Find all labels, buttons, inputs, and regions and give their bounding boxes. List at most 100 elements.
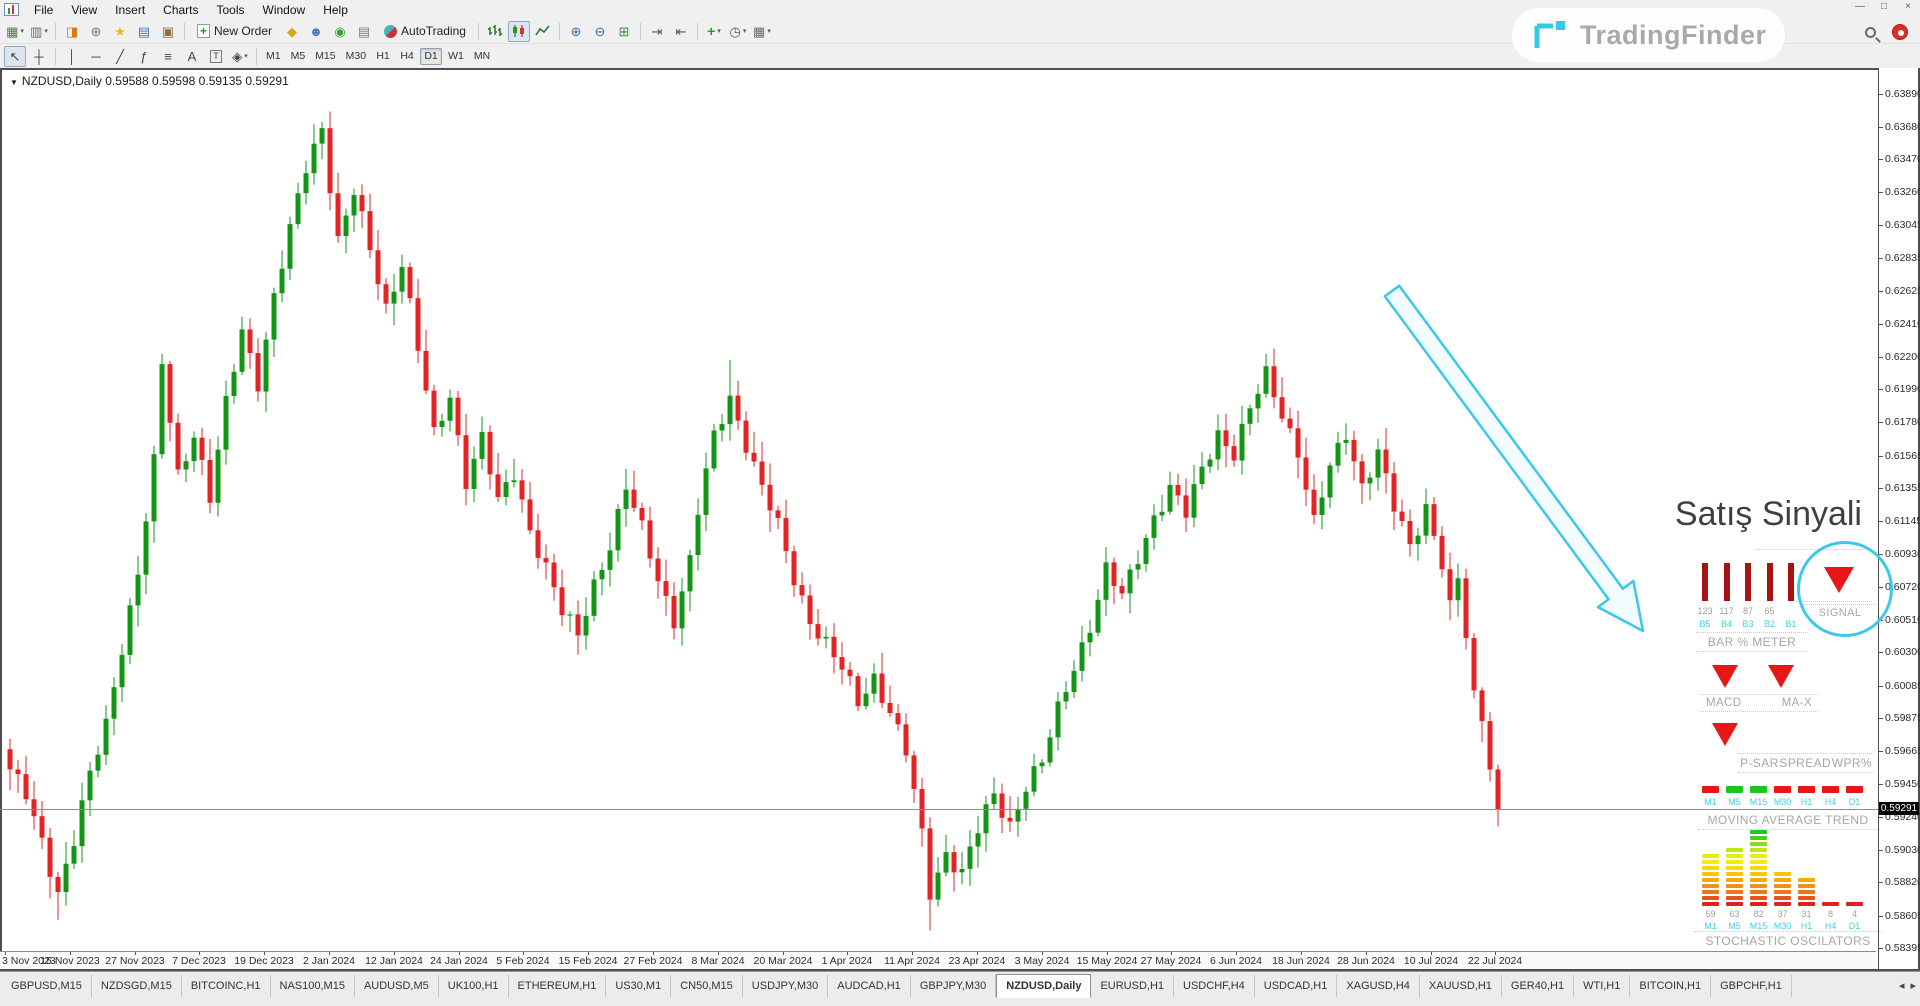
chart-plot-area[interactable]: ▼ NZDUSD,Daily 0.59588 0.59598 0.59135 0.… [2,68,1878,951]
autotrading-button[interactable]: AutoTrading [377,21,473,42]
stoch-segment [1822,902,1839,906]
stoch-segment [1726,860,1743,864]
chart-tab-us30[interactable]: US30,M1 [606,975,672,997]
zoom-out-button[interactable]: ⊖ [589,21,611,42]
tab-scroll-buttons: ◂ ▸ [1899,979,1916,992]
stoch-segment [1702,890,1719,894]
menu-view[interactable]: View [71,2,98,17]
current-price-tag: 0.59291 [1879,802,1919,815]
close-button[interactable]: × [1905,1,1911,12]
timeframe-button-m15[interactable]: M15 [315,50,336,62]
chart-tab-usdchf[interactable]: USDCHF,H4 [1174,975,1255,997]
chart-tab-xagusd[interactable]: XAGUSD,H4 [1337,975,1420,997]
candlestick-chart [7,111,1645,931]
crosshair-button[interactable]: ┼ [28,46,50,67]
bar-meter-bar [1788,563,1794,601]
market-watch-icon: ▤ [137,23,151,39]
tab-scroll-right-icon[interactable]: ▸ [1910,980,1916,992]
chart-tab-uk100[interactable]: UK100,H1 [439,975,509,997]
bar-chart-button[interactable] [484,21,506,42]
date-axis[interactable]: 3 Nov 2023 15 Nov 2023 27 Nov 2023 7 Dec 20… [0,951,1876,969]
date-axis-label: 12 Jan 2024 [365,955,423,967]
restore-button[interactable]: □ [1880,1,1888,12]
search-icon[interactable] [1865,27,1876,38]
menu-window[interactable]: Window [262,2,306,17]
text-button[interactable]: A [181,46,203,67]
chart-tab-ethereum[interactable]: ETHEREUM,H1 [509,975,607,997]
menu-file[interactable]: File [34,2,54,17]
chart-tab-nas100[interactable]: NAS100,M15 [271,975,355,997]
quotes-button[interactable]: ◆ [281,21,303,42]
channel-button[interactable]: ≡ [157,46,179,67]
zoom-in-button[interactable]: ⊕ [565,21,587,42]
shapes-button[interactable]: ◈ ▾ [229,46,251,67]
timeframe-button-m1[interactable]: M1 [266,50,281,62]
templates-button[interactable]: ▦ ▾ [751,21,773,42]
menu-help[interactable]: Help [323,2,348,17]
chart-tab-gbpjpy[interactable]: GBPJPY,M30 [911,975,997,997]
chart-tab-bitcoin[interactable]: BITCOIN,H1 [1630,975,1712,997]
data-window-button[interactable]: ▣ [157,21,179,42]
chart-tab-cn50[interactable]: CN50,M15 [671,975,743,997]
chart-menu-icon[interactable]: ▼ [10,78,18,87]
indicators-button[interactable]: + ▾ [703,21,725,42]
chart-tab-gbpchf[interactable]: GBPCHF,H1 [1711,975,1792,997]
target-button[interactable]: ⊕ [85,21,107,42]
timeframe-button-mn[interactable]: MN [473,50,491,62]
label-button[interactable]: T [205,46,227,67]
profiles-button[interactable]: ▥ ▾ [28,21,50,42]
periods-button[interactable]: ◷ ▾ [727,21,749,42]
timeframe-button-d1[interactable]: D1 [420,47,443,65]
new-chart-button[interactable]: ▦ ▾ [4,21,26,42]
date-axis-tick [199,952,200,955]
timeframe-button-m30[interactable]: M30 [345,50,367,62]
record-icon[interactable] [1892,24,1908,40]
chart-tab-ger40[interactable]: GER40,H1 [1502,975,1575,997]
chart-shift-button[interactable]: ⇤ [670,21,692,42]
menu-tools[interactable]: Tools [216,2,245,17]
signals-button[interactable]: ◉ [329,21,351,42]
chart-tab-eurusd[interactable]: EURUSD,H1 [1091,975,1175,997]
menu-insert[interactable]: Insert [115,2,146,17]
line-chart-button[interactable] [532,21,554,42]
new-order-button[interactable]: + New Order [190,21,279,42]
chart-tab-gbpusd[interactable]: GBPUSD,M15 [2,975,92,997]
fibonacci-button[interactable]: ƒ [133,46,155,67]
candlestick-chart-button[interactable] [507,20,530,42]
timeframe-button-w1[interactable]: W1 [448,50,464,62]
chart-tab-nzdsgd[interactable]: NZDSGD,M15 [92,975,182,997]
chart-tab-usdcad[interactable]: USDCAD,H1 [1255,975,1338,997]
market-launcher-button[interactable]: ◨ [61,21,83,42]
chart-tab-usdjpy[interactable]: USDJPY,M30 [743,975,829,997]
menu-charts[interactable]: Charts [163,2,199,17]
chart-tab-audcad[interactable]: AUDCAD,H1 [828,975,911,997]
price-axis-label: 0.63045 [1885,219,1920,232]
chart-tab-audusd[interactable]: AUDUSD,M5 [355,975,439,997]
timeframe-button-h1[interactable]: H1 [376,50,390,62]
chart-tab-nzdusd[interactable]: NZDUSD,Daily [996,974,1092,998]
chart-tab-xauusd[interactable]: XAUUSD,H1 [1420,975,1502,997]
favorites-button[interactable]: ★ [109,21,131,42]
stoch-value: 37 [1777,909,1788,919]
community-button[interactable]: ☻ [305,21,327,42]
chart-symbol-title: ▼ NZDUSD,Daily 0.59588 0.59598 0.59135 0.… [10,74,289,88]
chart-tab-bitcoinc[interactable]: BITCOINC,H1 [182,975,271,997]
minimize-button[interactable]: — [1855,1,1865,12]
tile-windows-button[interactable]: ⊞ [613,21,635,42]
stoch-segment [1798,902,1815,906]
toolbar-separator [55,22,56,40]
horizontal-line-button[interactable]: ─ [85,46,107,67]
vertical-line-button[interactable]: │ [61,46,83,67]
trendline-button[interactable]: ╱ [109,46,131,67]
tab-scroll-left-icon[interactable]: ◂ [1898,980,1905,992]
chart-tab-wti[interactable]: WTI,H1 [1574,975,1631,997]
cursor-button[interactable]: ↖ [4,45,26,67]
timeframe-button-m5[interactable]: M5 [290,50,306,62]
stoch-value: 31 [1801,909,1812,919]
auto-scroll-button[interactable]: ⇥ [646,21,668,42]
stoch-segment [1798,878,1815,882]
market-watch-button[interactable]: ▤ [133,21,155,42]
print-button[interactable]: ▤ [353,21,375,42]
price-axis[interactable]: 0.63890 0.63680 0.63470 0.63260 0.63045 0.628… [1878,68,1920,969]
timeframe-button-h4[interactable]: H4 [400,50,414,62]
